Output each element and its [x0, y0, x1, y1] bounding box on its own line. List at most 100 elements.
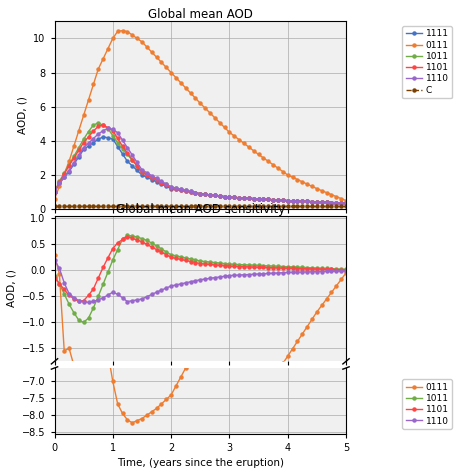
1101	[217, 139, 223, 145]
1110	[86, 164, 91, 169]
0111	[212, 115, 218, 121]
1101	[309, 199, 315, 204]
Y-axis label: AOD, (): AOD, ()	[18, 96, 27, 134]
1011	[343, 201, 349, 206]
1110	[343, 201, 349, 206]
1011	[115, 129, 120, 135]
1011	[309, 199, 315, 204]
1110	[343, 143, 349, 149]
0111	[110, 36, 116, 41]
1110	[115, 158, 120, 164]
1111	[125, 158, 130, 164]
Line: 0111: 0111	[53, 134, 347, 424]
1011	[125, 152, 130, 157]
0111	[343, 145, 349, 150]
1111	[343, 201, 349, 206]
1101	[52, 189, 57, 195]
1011	[52, 146, 57, 152]
1101	[231, 195, 237, 201]
Line: 1011: 1011	[53, 121, 347, 181]
Line: 1110: 1110	[53, 127, 347, 205]
0111	[212, 308, 218, 313]
Line: 1110: 1110	[53, 137, 347, 168]
0111	[309, 183, 315, 189]
1101	[115, 136, 120, 141]
1111	[52, 189, 57, 195]
Line: 1101: 1101	[53, 123, 347, 205]
1011	[52, 189, 57, 195]
0111	[231, 133, 237, 139]
1011	[212, 192, 218, 198]
1011	[164, 131, 169, 137]
1101	[100, 122, 106, 128]
Y-axis label: AOD, (): AOD, ()	[7, 270, 17, 308]
1110	[212, 192, 218, 198]
Line: 1111: 1111	[53, 136, 347, 205]
1110	[125, 163, 130, 169]
C	[52, 203, 57, 209]
Title: Global mean AOD sensitivity: Global mean AOD sensitivity	[116, 203, 285, 216]
Legend: 1111, 0111, 1011, 1101, 1110, C: 1111, 0111, 1011, 1101, 1110, C	[402, 26, 452, 98]
1101	[343, 142, 349, 148]
1011	[231, 195, 237, 201]
1101	[125, 150, 130, 156]
1101	[52, 148, 57, 154]
C	[154, 203, 159, 209]
X-axis label: Time, (years since the eruption): Time, (years since the eruption)	[117, 458, 284, 468]
1011	[129, 120, 135, 126]
1110	[212, 147, 218, 153]
0111	[52, 133, 57, 138]
Line: C: C	[53, 204, 347, 207]
1011	[81, 176, 86, 182]
1111	[158, 181, 164, 187]
1101	[125, 121, 130, 127]
1011	[314, 141, 319, 147]
1110	[158, 178, 164, 184]
C	[227, 203, 232, 209]
1110	[125, 145, 130, 151]
0111	[158, 401, 164, 407]
Line: 0111: 0111	[53, 29, 347, 202]
C	[343, 203, 349, 209]
0111	[158, 59, 164, 65]
1101	[129, 122, 135, 128]
1101	[212, 192, 218, 198]
1101	[76, 163, 82, 168]
1111	[309, 199, 315, 204]
0111	[52, 196, 57, 202]
1110	[309, 199, 315, 204]
1111	[100, 134, 106, 140]
0111	[125, 29, 130, 35]
1111	[115, 144, 120, 149]
Title: Global mean AOD: Global mean AOD	[148, 9, 253, 21]
1110	[105, 126, 111, 131]
1011	[236, 139, 242, 145]
0111	[343, 198, 349, 203]
Line: 1101: 1101	[53, 122, 347, 167]
1101	[314, 142, 319, 147]
1011	[343, 142, 349, 148]
1011	[158, 179, 164, 185]
1110	[52, 189, 57, 195]
Legend: 0111, 1011, 1101, 1110: 0111, 1011, 1101, 1110	[402, 379, 452, 429]
1111	[212, 192, 218, 198]
1101	[164, 133, 169, 138]
1111	[231, 195, 237, 201]
1110	[231, 195, 237, 201]
1110	[115, 130, 120, 136]
1101	[115, 125, 120, 130]
1011	[95, 120, 101, 126]
0111	[129, 420, 135, 426]
1011	[125, 120, 130, 126]
1011	[217, 138, 223, 144]
1101	[236, 140, 242, 146]
0111	[309, 174, 315, 180]
0111	[110, 379, 116, 384]
C	[119, 203, 125, 209]
1110	[309, 144, 315, 149]
1110	[158, 155, 164, 161]
1110	[52, 136, 57, 142]
0111	[119, 28, 125, 34]
C	[304, 203, 310, 209]
1101	[158, 180, 164, 185]
